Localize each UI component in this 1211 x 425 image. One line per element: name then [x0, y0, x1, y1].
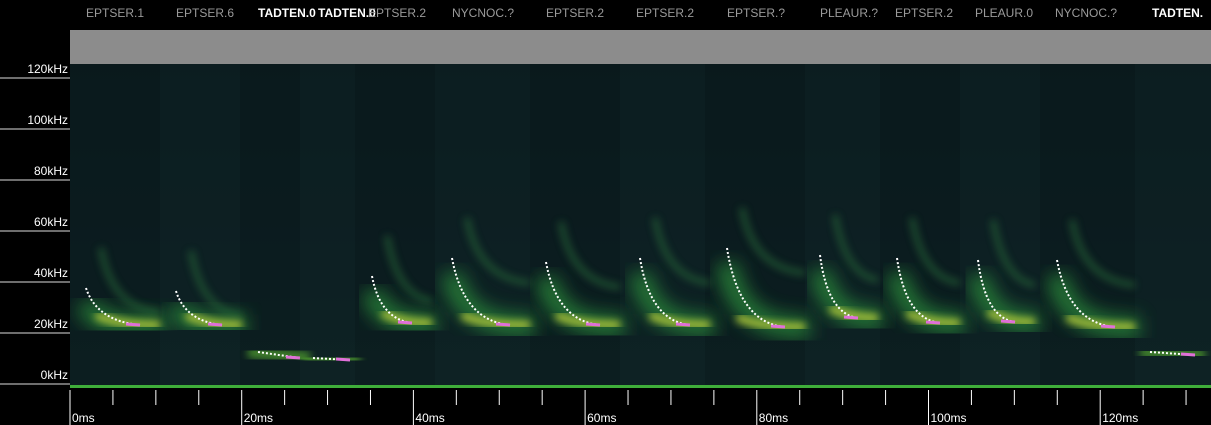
- call-label: EPTSER.2: [368, 6, 426, 20]
- segment: [355, 64, 435, 386]
- call-end: [1180, 352, 1196, 357]
- harmonic: [188, 250, 243, 319]
- call-label: EPTSER.2: [636, 6, 694, 20]
- harmonic: [464, 217, 531, 286]
- harmonic: [98, 247, 161, 316]
- frequency-label: 40kHz: [34, 266, 68, 280]
- segment: [160, 64, 240, 386]
- call-core: [828, 304, 879, 322]
- call-end: [1100, 324, 1116, 329]
- time-label: 20ms: [244, 411, 273, 425]
- call-label: EPTSER.2: [895, 6, 953, 20]
- call-end: [1000, 319, 1016, 324]
- call-trace: [1056, 259, 1116, 328]
- segment: [1135, 64, 1211, 386]
- harmonic: [1069, 219, 1136, 288]
- segment: [300, 64, 355, 386]
- call-core: [460, 311, 531, 329]
- call-trace: [639, 257, 691, 326]
- call-glow: [1139, 346, 1206, 361]
- segment: [435, 64, 530, 386]
- call-label: PLEAUR.0: [975, 6, 1033, 20]
- label-strip: EPTSER.1 EPTSER.6 TADTEN.0 TADTEN.0EPTSER.2…: [86, 6, 1203, 20]
- header-band: [70, 30, 1211, 64]
- calls: [70, 64, 1211, 386]
- harmonic: [990, 219, 1036, 288]
- segment: [960, 64, 1040, 386]
- harmonic: [739, 207, 806, 276]
- frequency-label: 60kHz: [34, 215, 68, 229]
- call-label: EPTSER.?: [727, 6, 785, 20]
- call-end: [495, 322, 511, 327]
- segment: [880, 64, 960, 386]
- call-label: EPTSER.2: [546, 6, 604, 20]
- harmonic: [652, 217, 711, 286]
- call-end: [125, 322, 141, 327]
- call-core: [986, 308, 1036, 326]
- time-axis: 0ms 20ms 40ms 60ms 80ms 100ms 120ms: [69, 390, 1187, 425]
- frequency-label: 120kHz: [27, 62, 68, 76]
- frequency-label: 80kHz: [34, 164, 68, 178]
- call-trace: [257, 351, 301, 359]
- call-core: [380, 309, 433, 327]
- call-trace: [85, 287, 141, 326]
- segment: [240, 64, 300, 386]
- call-trace: [175, 290, 223, 326]
- call-end: [770, 324, 786, 329]
- frequency-label: 20kHz: [34, 317, 68, 331]
- call-end: [335, 357, 351, 362]
- call-label: TADTEN.0: [258, 6, 316, 20]
- call-label: EPTSER.6: [176, 6, 234, 20]
- call-end: [397, 320, 413, 325]
- segment: [70, 64, 160, 386]
- harmonic: [909, 217, 961, 286]
- call-label: EPTSER.1: [86, 6, 144, 20]
- frequency-label: 100kHz: [27, 113, 68, 127]
- baseline: [70, 385, 1211, 388]
- call-label: TADTEN.0: [318, 6, 376, 20]
- segment: [620, 64, 705, 386]
- call-label: NYCNOC.?: [452, 6, 514, 20]
- call-label: TADTEN.: [1152, 6, 1203, 20]
- call-glow: [302, 352, 361, 366]
- time-label: 60ms: [587, 411, 616, 425]
- call-end: [285, 355, 301, 360]
- time-label: 0ms: [72, 411, 95, 425]
- call-core: [648, 311, 711, 329]
- call-end: [585, 322, 601, 327]
- call-label: PLEAUR.?: [820, 6, 878, 20]
- call-end: [207, 322, 223, 327]
- call-core: [94, 311, 161, 329]
- frequency-label: 0kHz: [41, 368, 68, 382]
- segment: [805, 64, 880, 386]
- call-core: [1065, 313, 1136, 331]
- call-core: [735, 313, 806, 331]
- harmonic: [384, 235, 433, 304]
- harmonic: [832, 214, 879, 283]
- segment: [530, 64, 620, 386]
- call-label: NYCNOC.?: [1055, 6, 1117, 20]
- time-label: 120ms: [1102, 411, 1138, 425]
- call-end: [843, 315, 859, 320]
- harmonic: [558, 221, 621, 290]
- time-label: 40ms: [415, 411, 444, 425]
- time-label: 100ms: [931, 411, 967, 425]
- call-trace: [451, 257, 511, 326]
- frequency-axis: 0kHz 20kHz 40kHz 60kHz 80kHz 100kHz 120kHz: [0, 62, 70, 385]
- call-end: [925, 320, 941, 325]
- call-end: [675, 322, 691, 327]
- call-core: [554, 311, 621, 329]
- time-label: 80ms: [759, 411, 788, 425]
